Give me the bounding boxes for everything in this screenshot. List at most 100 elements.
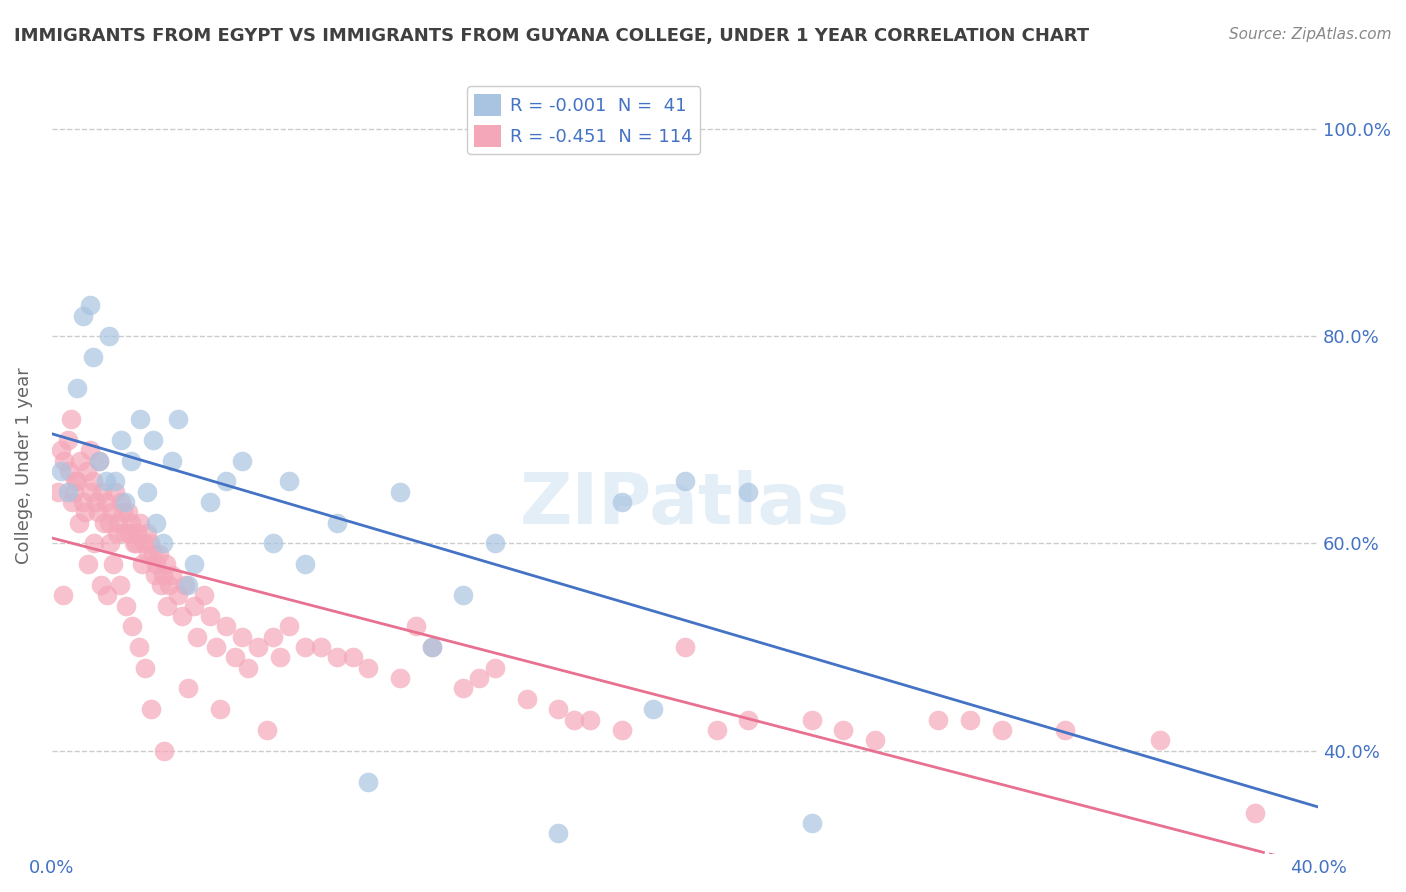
- Point: [673, 640, 696, 654]
- Point: [124, 536, 146, 550]
- Point: [256, 723, 278, 737]
- Point: [231, 630, 253, 644]
- Point: [91, 484, 114, 499]
- Point: [673, 475, 696, 489]
- Point: [357, 661, 380, 675]
- Point: [863, 733, 886, 747]
- Point: [96, 588, 118, 602]
- Point: [149, 578, 172, 592]
- Point: [737, 484, 759, 499]
- Point: [89, 453, 111, 467]
- Point: [111, 505, 134, 519]
- Point: [101, 505, 124, 519]
- Point: [294, 557, 316, 571]
- Point: [800, 816, 823, 830]
- Point: [52, 588, 75, 602]
- Point: [484, 661, 506, 675]
- Y-axis label: College, Under 1 year: College, Under 1 year: [15, 368, 32, 564]
- Point: [79, 443, 101, 458]
- Point: [547, 826, 569, 840]
- Point: [484, 536, 506, 550]
- Point: [157, 578, 180, 592]
- Point: [56, 433, 79, 447]
- Point: [89, 453, 111, 467]
- Point: [262, 536, 284, 550]
- Point: [959, 713, 981, 727]
- Point: [79, 298, 101, 312]
- Point: [269, 650, 291, 665]
- Point: [120, 453, 142, 467]
- Text: Source: ZipAtlas.com: Source: ZipAtlas.com: [1229, 27, 1392, 42]
- Point: [579, 713, 602, 727]
- Point: [77, 557, 100, 571]
- Point: [208, 702, 231, 716]
- Point: [155, 557, 177, 571]
- Point: [134, 661, 156, 675]
- Point: [59, 412, 82, 426]
- Point: [110, 433, 132, 447]
- Point: [121, 619, 143, 633]
- Point: [342, 650, 364, 665]
- Point: [177, 578, 200, 592]
- Point: [193, 588, 215, 602]
- Point: [56, 484, 79, 499]
- Point: [51, 464, 73, 478]
- Point: [66, 381, 89, 395]
- Point: [224, 650, 246, 665]
- Point: [58, 464, 80, 478]
- Point: [53, 453, 76, 467]
- Point: [104, 475, 127, 489]
- Point: [46, 484, 69, 499]
- Text: ZIPatlas: ZIPatlas: [520, 470, 851, 539]
- Point: [135, 526, 157, 541]
- Point: [547, 702, 569, 716]
- Point: [167, 412, 190, 426]
- Point: [357, 774, 380, 789]
- Point: [63, 484, 86, 499]
- Point: [990, 723, 1012, 737]
- Point: [800, 713, 823, 727]
- Point: [215, 619, 238, 633]
- Point: [114, 526, 136, 541]
- Point: [82, 475, 104, 489]
- Point: [737, 713, 759, 727]
- Point: [94, 495, 117, 509]
- Point: [97, 516, 120, 530]
- Point: [136, 547, 159, 561]
- Point: [706, 723, 728, 737]
- Point: [183, 599, 205, 613]
- Point: [143, 567, 166, 582]
- Point: [118, 526, 141, 541]
- Point: [170, 609, 193, 624]
- Point: [104, 484, 127, 499]
- Point: [1243, 805, 1265, 820]
- Point: [205, 640, 228, 654]
- Point: [65, 475, 87, 489]
- Point: [135, 484, 157, 499]
- Point: [69, 453, 91, 467]
- Point: [388, 671, 411, 685]
- Point: [73, 505, 96, 519]
- Point: [562, 713, 585, 727]
- Point: [76, 464, 98, 478]
- Point: [120, 516, 142, 530]
- Point: [97, 329, 120, 343]
- Point: [231, 453, 253, 467]
- Point: [262, 630, 284, 644]
- Point: [186, 630, 208, 644]
- Point: [405, 619, 427, 633]
- Point: [1053, 723, 1076, 737]
- Point: [153, 743, 176, 757]
- Point: [160, 453, 183, 467]
- Point: [610, 495, 633, 509]
- Point: [132, 536, 155, 550]
- Point: [105, 526, 128, 541]
- Point: [145, 557, 167, 571]
- Point: [110, 495, 132, 509]
- Point: [72, 309, 94, 323]
- Point: [643, 702, 665, 716]
- Point: [122, 536, 145, 550]
- Point: [145, 516, 167, 530]
- Point: [72, 495, 94, 509]
- Point: [152, 536, 174, 550]
